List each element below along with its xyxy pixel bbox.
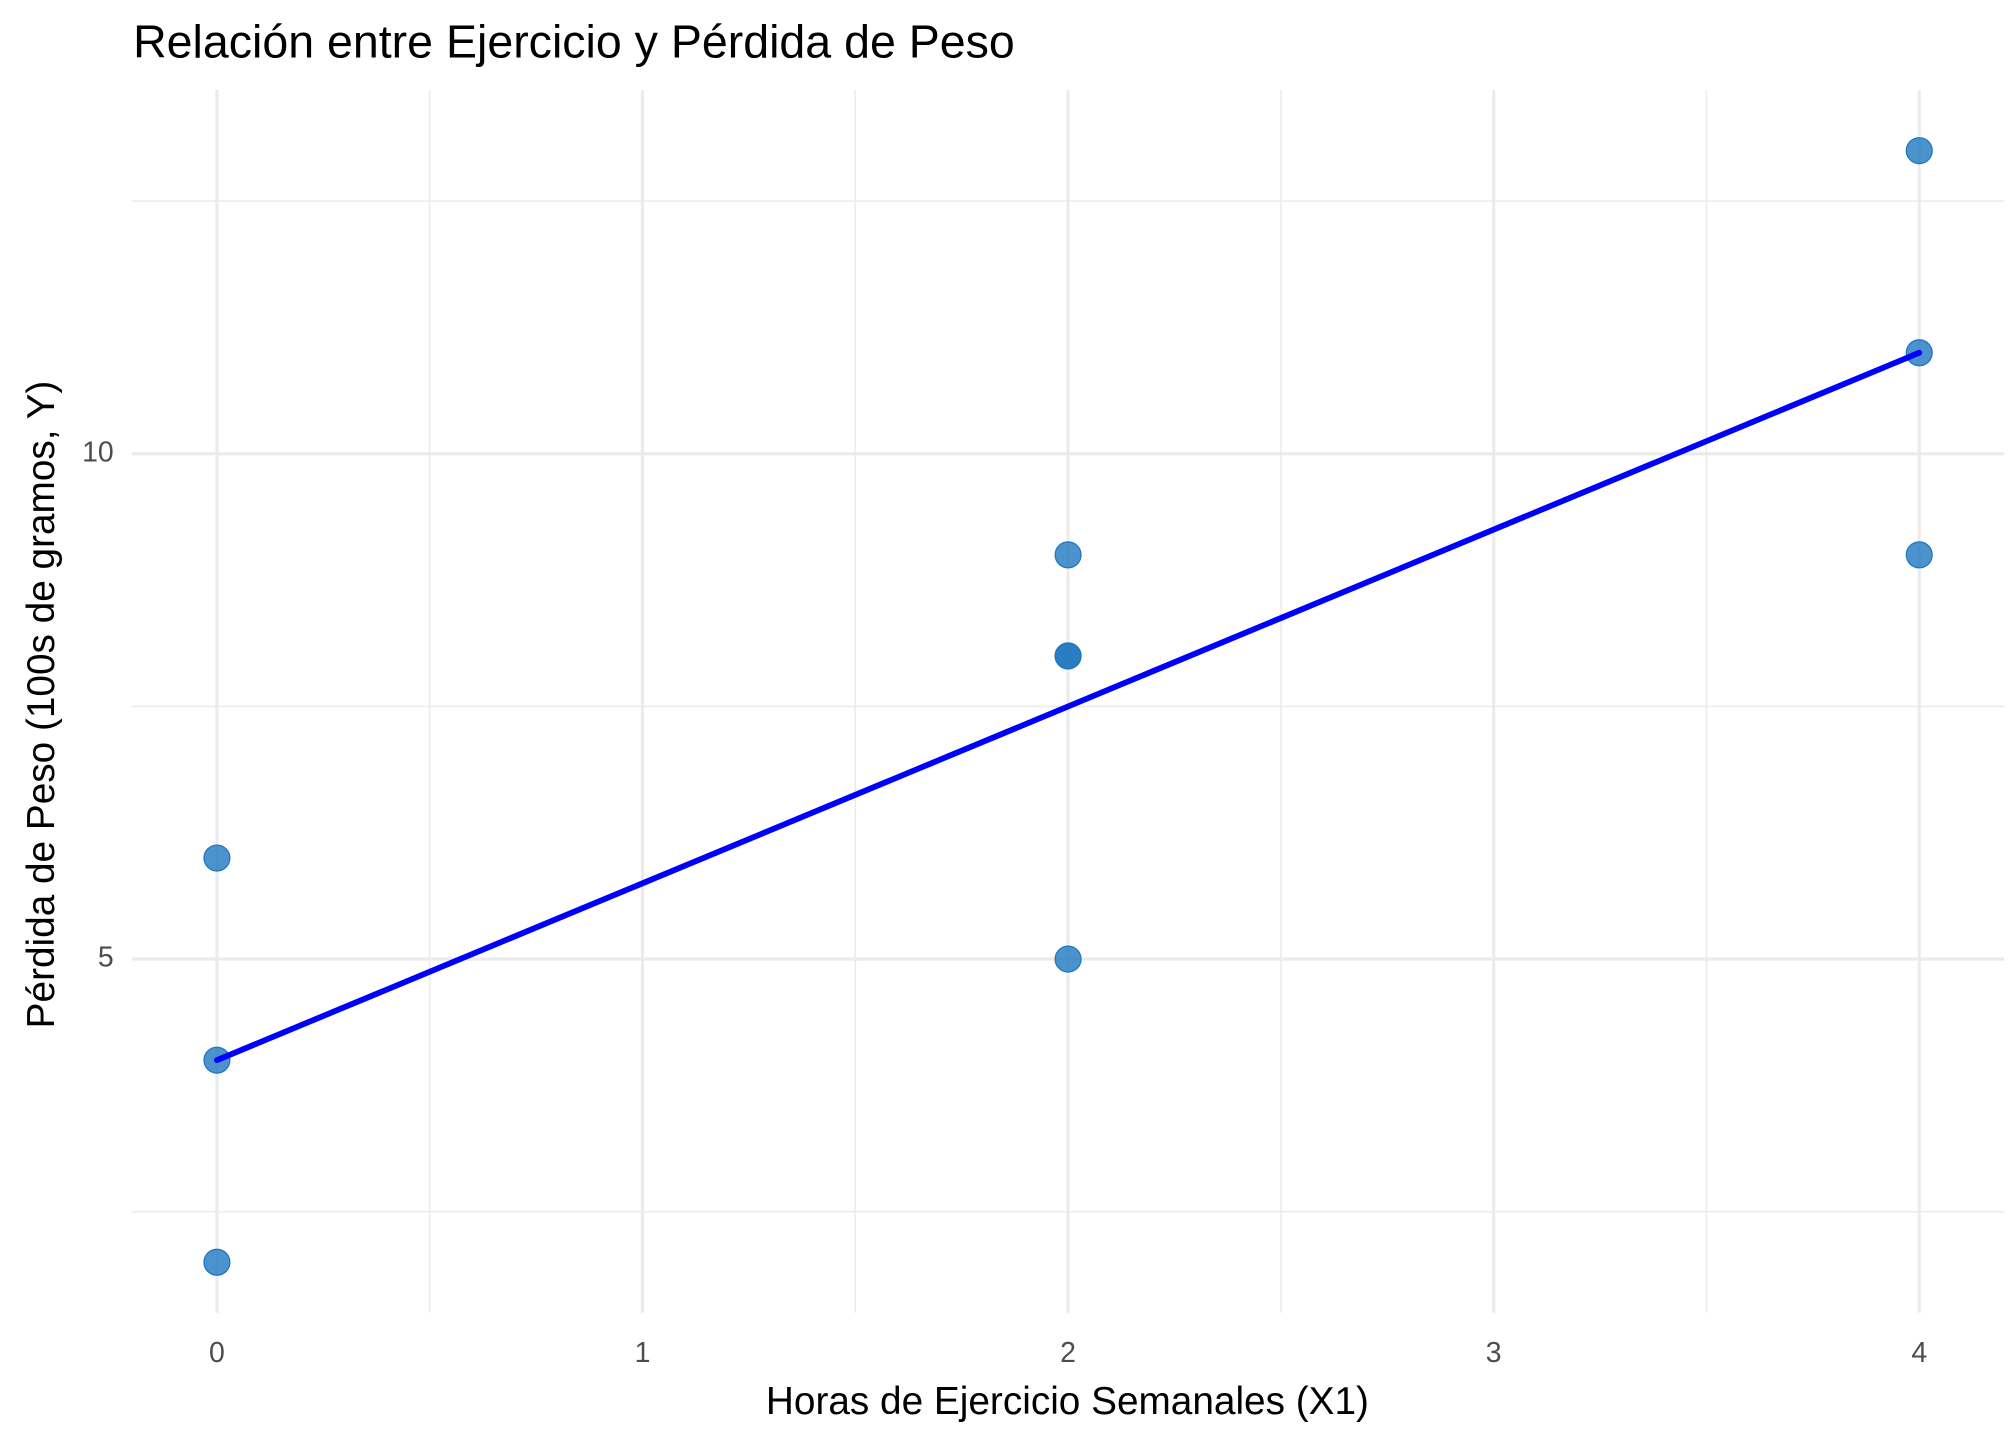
y-axis-label: Pérdida de Peso (100s de gramos, Y) xyxy=(20,381,63,1029)
x-tick-label: 3 xyxy=(1486,1337,1502,1369)
point xyxy=(1054,945,1082,973)
chart-title: Relación entre Ejercicio y Pérdida de Pe… xyxy=(133,16,1015,68)
x-tick-label: 2 xyxy=(1060,1337,1076,1369)
x-tick-label: 1 xyxy=(635,1337,651,1369)
fit-line xyxy=(214,349,1923,1064)
point xyxy=(203,844,231,872)
y-tick-label: 10 xyxy=(82,436,114,468)
point xyxy=(1905,541,1933,569)
point xyxy=(203,1248,231,1276)
point xyxy=(1905,137,1933,165)
y-tick-label: 5 xyxy=(98,942,114,974)
point xyxy=(1054,541,1082,569)
point xyxy=(1054,642,1082,670)
x-tick-label: 4 xyxy=(1911,1337,1927,1369)
x-tick-label: 0 xyxy=(209,1337,225,1369)
x-axis-label: Horas de Ejercicio Semanales (X1) xyxy=(766,1380,1369,1423)
